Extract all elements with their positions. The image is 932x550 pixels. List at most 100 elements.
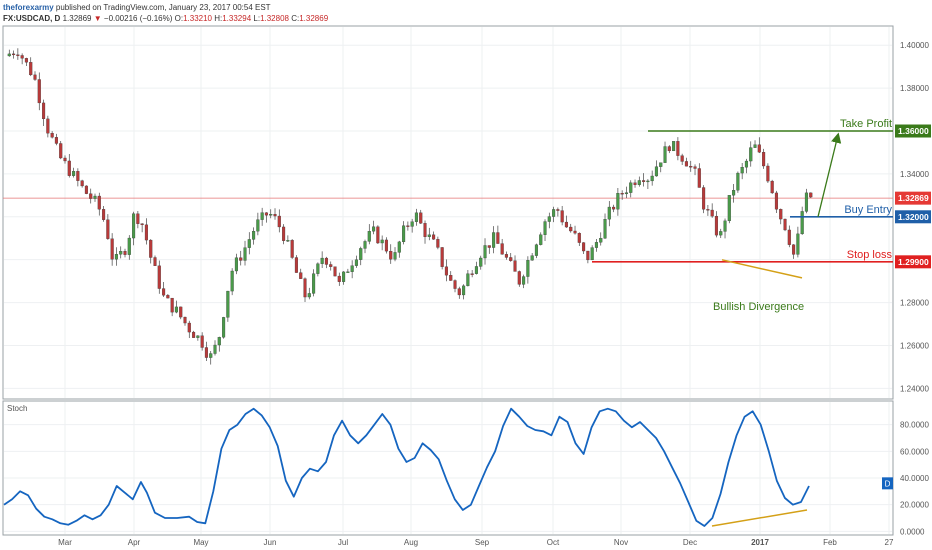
bear-candle (582, 242, 586, 252)
bear-candle (59, 143, 63, 159)
bull-candle (479, 257, 483, 267)
bull-candle (474, 266, 478, 274)
bull-candle (402, 225, 406, 243)
symbol-label: FX:USDCAD, D (3, 14, 61, 23)
bear-candle (504, 254, 508, 258)
bull-candle (380, 239, 384, 244)
bear-candle (303, 278, 307, 298)
bear-candle (170, 297, 174, 313)
bull-candle (213, 344, 217, 354)
bear-candle (183, 316, 187, 324)
bear-candle (440, 247, 444, 267)
bull-candle (539, 234, 543, 245)
bear-candle (714, 215, 719, 236)
bear-candle (620, 193, 624, 195)
bear-candle (140, 223, 144, 225)
time-axis: Mar Apr May Jun Jul Aug Sep Oct Nov Dec 2017 Feb 27 (58, 538, 894, 547)
bull-candle (243, 247, 247, 261)
time-tick-label: Apr (128, 538, 141, 547)
bear-candle (337, 275, 341, 282)
bull-candle (740, 167, 744, 174)
close-label: C: (291, 14, 300, 23)
bear-candle (444, 266, 448, 276)
bear-candle (676, 141, 680, 156)
bull-candle (736, 172, 740, 191)
bear-candle (432, 234, 436, 240)
bull-candle (749, 147, 753, 162)
bull-candle (646, 180, 650, 183)
bear-candle (290, 240, 294, 258)
bull-candle (526, 260, 530, 277)
bear-candle (389, 250, 393, 260)
bear-candle (573, 230, 577, 234)
bear-candle (46, 118, 50, 134)
bear-candle (76, 171, 80, 181)
bear-candle (457, 288, 461, 296)
bear-candle (42, 102, 46, 120)
stoch-tick-label: 0.0000 (900, 527, 925, 536)
bear-candle (282, 226, 286, 241)
stoch-plot: D (3, 407, 893, 527)
bull-candle (350, 265, 354, 272)
bear-candle (29, 62, 33, 76)
bear-candle (787, 229, 791, 245)
bull-candle (624, 192, 629, 195)
bear-candle (179, 306, 183, 318)
bear-candle (702, 187, 706, 210)
bear-candle (37, 79, 41, 104)
bull-candle (599, 238, 603, 243)
bear-candle (166, 295, 170, 299)
bear-candle (299, 272, 303, 279)
bear-candle (487, 245, 491, 248)
low-value: 1.32808 (260, 14, 289, 23)
bear-candle (577, 232, 581, 243)
current-price-tag-bg (895, 191, 931, 205)
bear-candle (710, 209, 714, 217)
bull-candle (316, 263, 320, 274)
bear-candle (453, 280, 457, 289)
bull-candle (603, 219, 607, 239)
ohlc-line: FX:USDCAD, D 1.32869 ▼ −0.00216 (−0.16%)… (3, 13, 328, 24)
close-value: 1.32869 (299, 14, 329, 23)
publisher-username[interactable]: theforexarmy (3, 3, 54, 12)
time-tick-label: Dec (683, 538, 697, 547)
stoch-pane-border (2, 400, 894, 536)
price-tick-label: 1.24000 (900, 384, 929, 393)
bull-candle (217, 337, 221, 346)
bull-candle (222, 317, 226, 338)
bear-candle (706, 209, 710, 211)
bear-candle (496, 232, 500, 244)
price-tick-label: 1.34000 (900, 170, 929, 179)
bull-candle (114, 254, 118, 260)
bull-candle (492, 232, 496, 248)
bear-candle (67, 160, 71, 176)
bear-candle (149, 239, 153, 258)
bull-candle (410, 221, 414, 227)
bear-candle (50, 133, 54, 138)
bear-candle (500, 243, 504, 255)
bear-candle (766, 165, 770, 182)
buy-entry-price-tag-label: 1.32000 (898, 212, 929, 222)
bull-candle (72, 171, 76, 176)
bullish-divergence-label: Bullish Divergence (713, 301, 804, 313)
bear-candle (144, 224, 148, 241)
bear-candle (136, 213, 140, 224)
bull-candle (320, 257, 324, 264)
bear-candle (89, 193, 93, 199)
bear-candle (277, 215, 281, 228)
bull-candle (312, 273, 316, 294)
high-label: H: (214, 14, 223, 23)
bear-candle (792, 244, 796, 255)
bull-candle (804, 192, 809, 212)
bull-candle (93, 195, 97, 199)
bull-candle (393, 252, 397, 260)
bull-candle (534, 244, 538, 256)
price-tick-label: 1.38000 (900, 84, 929, 93)
take-profit-price-tag-label: 1.36000 (898, 126, 929, 136)
bull-candle (483, 245, 487, 259)
bear-candle (54, 137, 58, 144)
open-value: 1.33210 (183, 14, 212, 23)
bear-candle (324, 257, 328, 265)
bear-candle (200, 335, 204, 348)
